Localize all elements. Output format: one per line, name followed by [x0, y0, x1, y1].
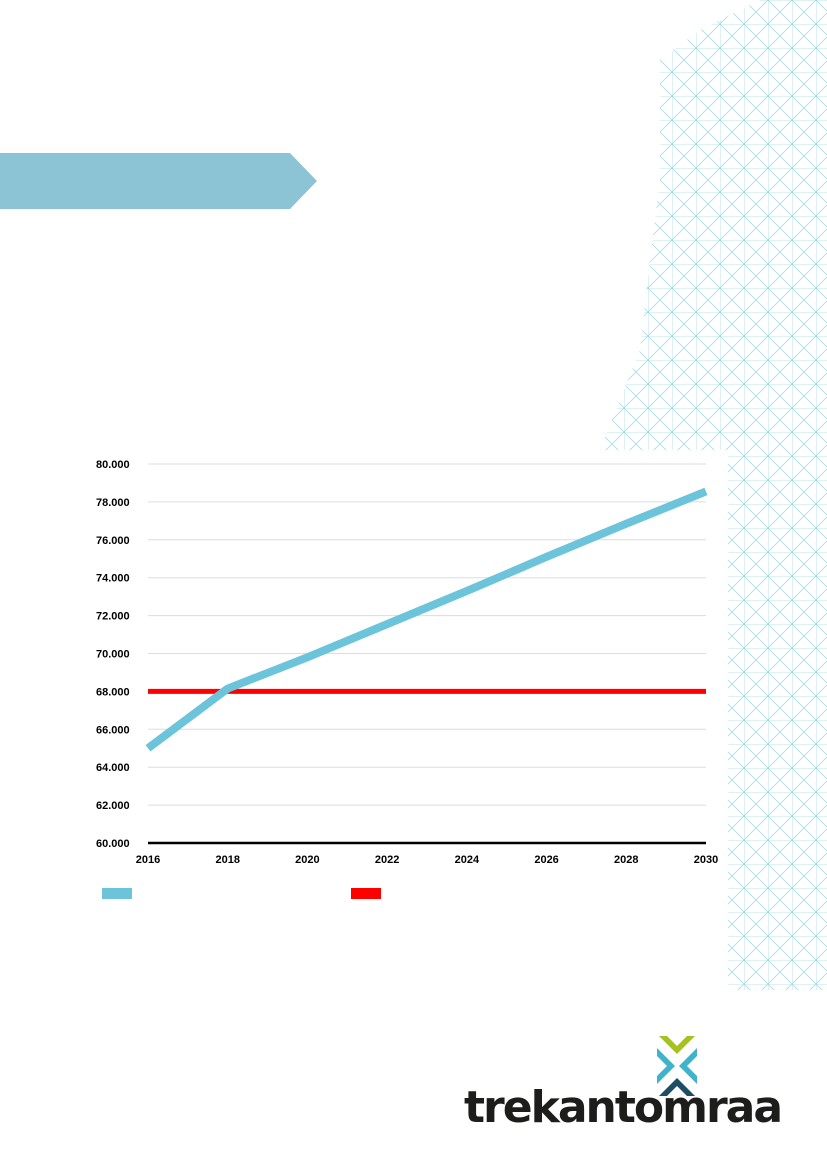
y-tick-labels: 60.000 62.000 64.000 66.000 68.000 70.000 72.0… [96, 459, 130, 850]
logo-wordmark: trekantomraadet [464, 1082, 782, 1130]
y-tick-label: 74.000 [96, 573, 130, 585]
series-line-1 [145, 487, 708, 752]
y-tick-label: 68.000 [96, 686, 130, 698]
x-tick-label: 2016 [136, 854, 160, 866]
x-tick-label: 2026 [534, 854, 558, 866]
y-tick-label: 64.000 [96, 762, 130, 774]
x-tick-label: 2018 [215, 854, 239, 866]
series [145, 487, 708, 752]
y-tick-label: 78.000 [96, 497, 130, 509]
y-tick-label: 76.000 [96, 535, 130, 547]
legend [102, 888, 381, 899]
y-tick-label: 80.000 [96, 459, 130, 471]
legend-swatch-series-1 [102, 888, 132, 899]
y-tick-label: 72.000 [96, 611, 130, 623]
grid-lines [148, 463, 706, 806]
x-tick-labels: 2016 2018 2020 2022 2024 2026 2028 2030 [136, 854, 718, 866]
logo-mark-icon [657, 1036, 697, 1096]
x-tick-label: 2028 [614, 854, 638, 866]
lattice-right [728, 450, 827, 990]
y-tick-label: 70.000 [96, 649, 130, 661]
y-tick-label: 62.000 [96, 800, 130, 812]
legend-swatch-series-2 [351, 888, 381, 899]
x-tick-label: 2022 [375, 854, 399, 866]
trekantomraadet-logo: trekantomraadet [464, 1036, 782, 1130]
y-tick-label: 66.000 [96, 724, 130, 736]
section-banner-arrow [0, 153, 317, 209]
x-tick-label: 2020 [295, 854, 319, 866]
x-tick-label: 2024 [455, 854, 480, 866]
x-tick-label: 2030 [694, 854, 718, 866]
y-tick-label: 60.000 [96, 838, 130, 850]
